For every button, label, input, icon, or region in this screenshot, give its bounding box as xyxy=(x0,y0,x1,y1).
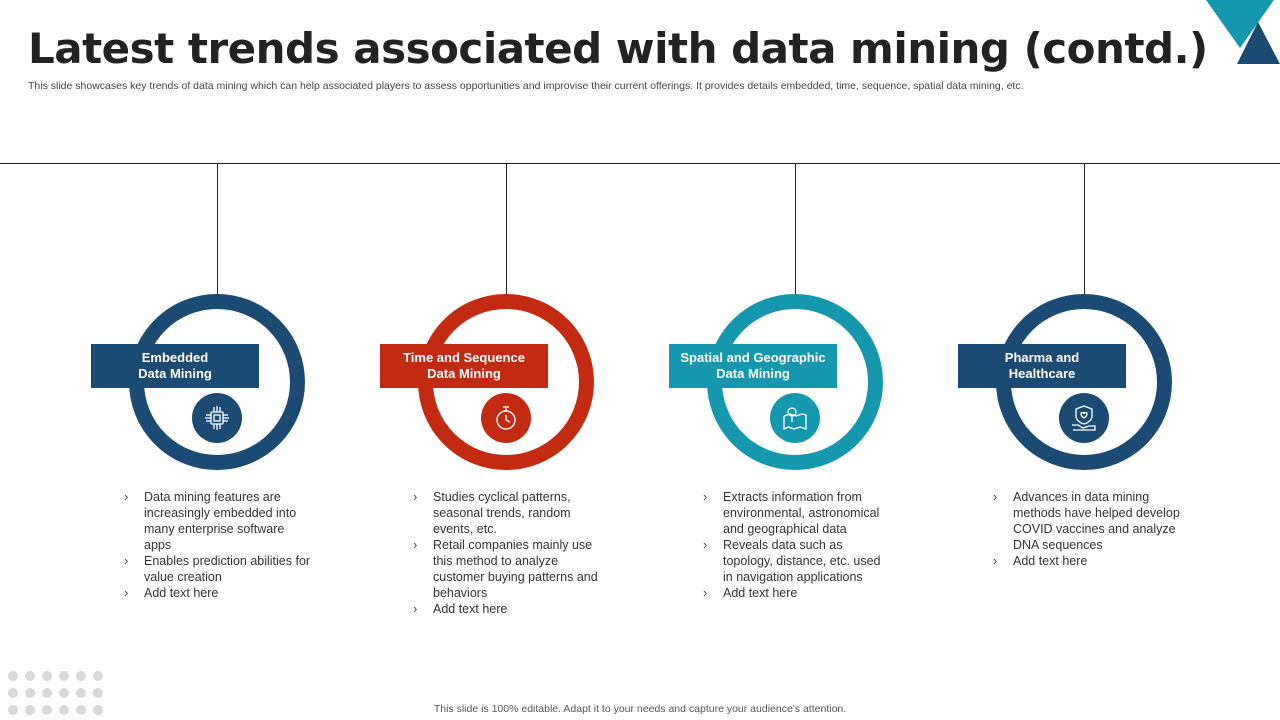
list-item: Studies cyclical patterns, seasonal tren… xyxy=(413,489,603,537)
footer-note: This slide is 100% editable. Adapt it to… xyxy=(433,703,847,715)
list-item: Retail companies mainly use this method … xyxy=(413,537,603,601)
trend-label-embedded: Embedded Data Mining xyxy=(91,344,259,388)
trend-bullets-pharma: Advances in data mining methods have hel… xyxy=(993,489,1183,569)
list-item: Add text here xyxy=(703,585,893,601)
list-item: Add text here xyxy=(993,553,1183,569)
connector-line xyxy=(1084,163,1085,295)
list-item: Add text here xyxy=(413,601,603,617)
trend-bullets-time-sequence: Studies cyclical patterns, seasonal tren… xyxy=(413,489,603,617)
healthcare-shield-icon xyxy=(1059,393,1109,443)
connector-line xyxy=(795,163,796,295)
connector-line xyxy=(217,163,218,295)
trend-bullets-spatial: Extracts information from environmental,… xyxy=(703,489,893,601)
timeline-line xyxy=(0,163,1280,164)
trend-label-spatial: Spatial and Geographic Data Mining xyxy=(669,344,837,388)
dot-grid-decoration xyxy=(8,671,103,715)
list-item: Add text here xyxy=(124,585,314,601)
chip-icon xyxy=(192,393,242,443)
list-item: Extracts information from environmental,… xyxy=(703,489,893,537)
map-pin-icon xyxy=(770,393,820,443)
trend-label-pharma: Pharma and Healthcare xyxy=(958,344,1126,388)
page-title: Latest trends associated with data minin… xyxy=(28,24,1208,73)
list-item: Reveals data such as topology, distance,… xyxy=(703,537,893,585)
connector-line xyxy=(506,163,507,295)
trend-label-time-sequence: Time and Sequence Data Mining xyxy=(380,344,548,388)
list-item: Data mining features are increasingly em… xyxy=(124,489,314,553)
trend-bullets-embedded: Data mining features are increasingly em… xyxy=(124,489,314,601)
stopwatch-icon xyxy=(481,393,531,443)
list-item: Advances in data mining methods have hel… xyxy=(993,489,1183,553)
list-item: Enables prediction abilities for value c… xyxy=(124,553,314,585)
corner-triangles-decoration xyxy=(1206,0,1280,64)
page-subtitle: This slide showcases key trends of data … xyxy=(28,80,1024,92)
